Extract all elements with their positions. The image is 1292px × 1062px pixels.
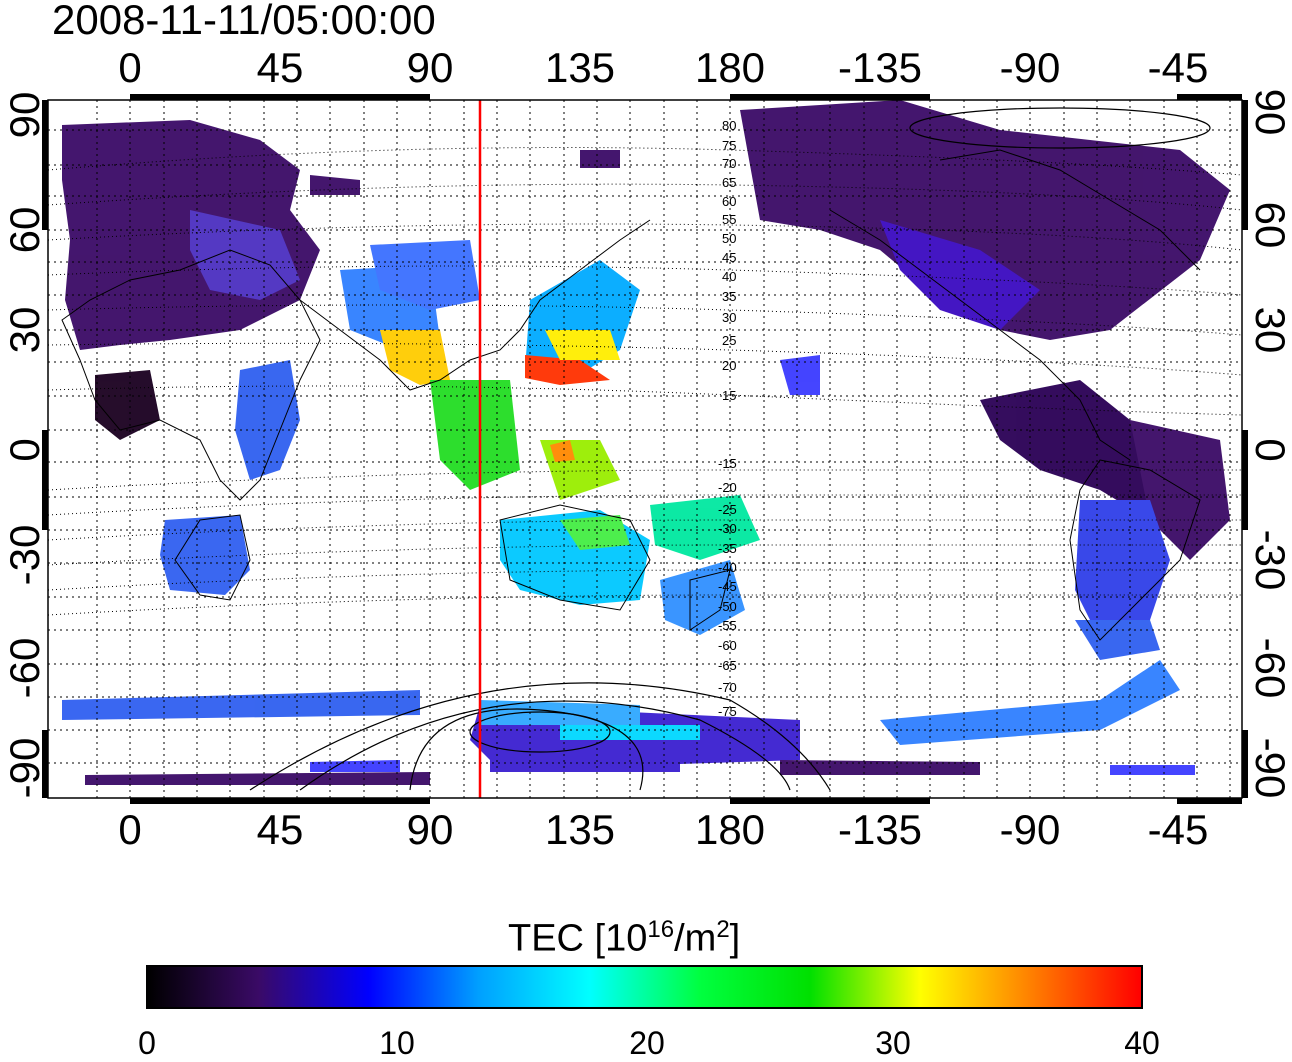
left-lat-tick: -60 — [1, 637, 48, 699]
left-lat-tick: -90 — [1, 737, 48, 799]
colorbar-tick: 10 — [379, 1025, 415, 1061]
contour-label: -40 — [718, 560, 737, 575]
contour-label: 15 — [722, 388, 736, 403]
top-lon-tick: 180 — [694, 44, 766, 91]
bottom-lon-tick: 0 — [118, 806, 142, 853]
coastlines — [61, 149, 1201, 641]
top-lon-tick: 0 — [118, 44, 142, 91]
contour-label: 55 — [722, 212, 736, 227]
contour-label: 40 — [722, 269, 736, 284]
left-lat-tick: 60 — [1, 206, 48, 254]
left-lat-tick: -30 — [1, 524, 48, 586]
contour-label: 75 — [722, 138, 736, 153]
top-lon-tick: 135 — [544, 44, 616, 91]
bottom-lon-tick: -45 — [1147, 806, 1209, 853]
colorbar-title-suffix: ] — [729, 917, 741, 960]
contour-label: -70 — [718, 680, 737, 695]
contour-label: -55 — [718, 618, 737, 633]
contour-label: -35 — [718, 541, 737, 556]
right-lat-tick: -60 — [1247, 637, 1292, 699]
contour-label: -30 — [718, 521, 737, 536]
contour-label: -20 — [718, 480, 737, 495]
auroral-contours — [249, 107, 1211, 791]
top-lon-tick: -135 — [837, 44, 923, 91]
contour-label: -25 — [718, 502, 737, 517]
right-lat-tick: 90 — [1247, 88, 1292, 136]
top-lon-tick: -45 — [1147, 44, 1209, 91]
colorbar-tick: 40 — [1124, 1025, 1160, 1061]
right-lat-tick: 0 — [1247, 438, 1292, 462]
colorbar-title: TEC [1016/m2] — [508, 908, 740, 961]
colorbar-gradient — [146, 965, 1143, 1009]
contour-label: 50 — [722, 231, 736, 246]
colorbar-title-exponent: 16 — [647, 916, 675, 943]
colorbar-tick: 0 — [138, 1025, 156, 1061]
top-lon-tick: -90 — [999, 44, 1061, 91]
timestamp-title: 2008-11-11/05:00:00 — [52, 0, 436, 43]
contour-labels: 80 75 70 65 60 55 50 45 40 35 30 25 20 1… — [718, 118, 737, 719]
top-lon-tick: 90 — [406, 44, 454, 91]
contour-label: 45 — [722, 250, 736, 265]
contour-label: 60 — [722, 194, 736, 209]
right-lat-tick: 60 — [1247, 201, 1292, 249]
contour-label: 35 — [722, 289, 736, 304]
colorbar-tick: 30 — [875, 1025, 911, 1061]
contour-label: -15 — [718, 456, 737, 471]
colorbar-title-prefix: TEC [10 — [508, 917, 648, 960]
bottom-lon-tick: -90 — [999, 806, 1061, 853]
contour-label: 25 — [722, 333, 736, 348]
right-lat-tick: -30 — [1247, 529, 1292, 591]
bottom-lon-tick: 90 — [406, 806, 454, 853]
colorbar-title-unit: /m — [674, 917, 717, 960]
contour-label: -65 — [718, 658, 737, 673]
contour-label: 80 — [722, 118, 736, 133]
contour-label: 70 — [722, 156, 736, 171]
bottom-lon-tick: 180 — [694, 806, 766, 853]
colorbar-title-unit-exponent: 2 — [716, 916, 730, 943]
top-lon-tick: 45 — [256, 44, 304, 91]
frame-tick-bars — [42, 94, 1248, 804]
bottom-lon-tick: 135 — [544, 806, 616, 853]
left-lat-tick: 0 — [1, 438, 48, 462]
map-graticule — [48, 100, 1242, 798]
tec-data-patches — [62, 100, 1230, 785]
contour-label: -50 — [718, 599, 737, 614]
colorbar-tick: 20 — [629, 1025, 665, 1061]
right-lat-tick: -90 — [1247, 737, 1292, 799]
contour-label: 20 — [722, 358, 736, 373]
left-lat-tick: 30 — [1, 306, 48, 354]
contour-label: -45 — [718, 579, 737, 594]
right-lat-tick: 30 — [1247, 306, 1292, 354]
left-lat-tick: 90 — [1, 91, 48, 139]
contour-label: 65 — [722, 175, 736, 190]
bottom-lon-tick: -135 — [837, 806, 923, 853]
bottom-lon-tick: 45 — [256, 806, 304, 853]
contour-label: -75 — [718, 704, 737, 719]
contour-label: 30 — [722, 310, 736, 325]
contour-label: -60 — [718, 638, 737, 653]
